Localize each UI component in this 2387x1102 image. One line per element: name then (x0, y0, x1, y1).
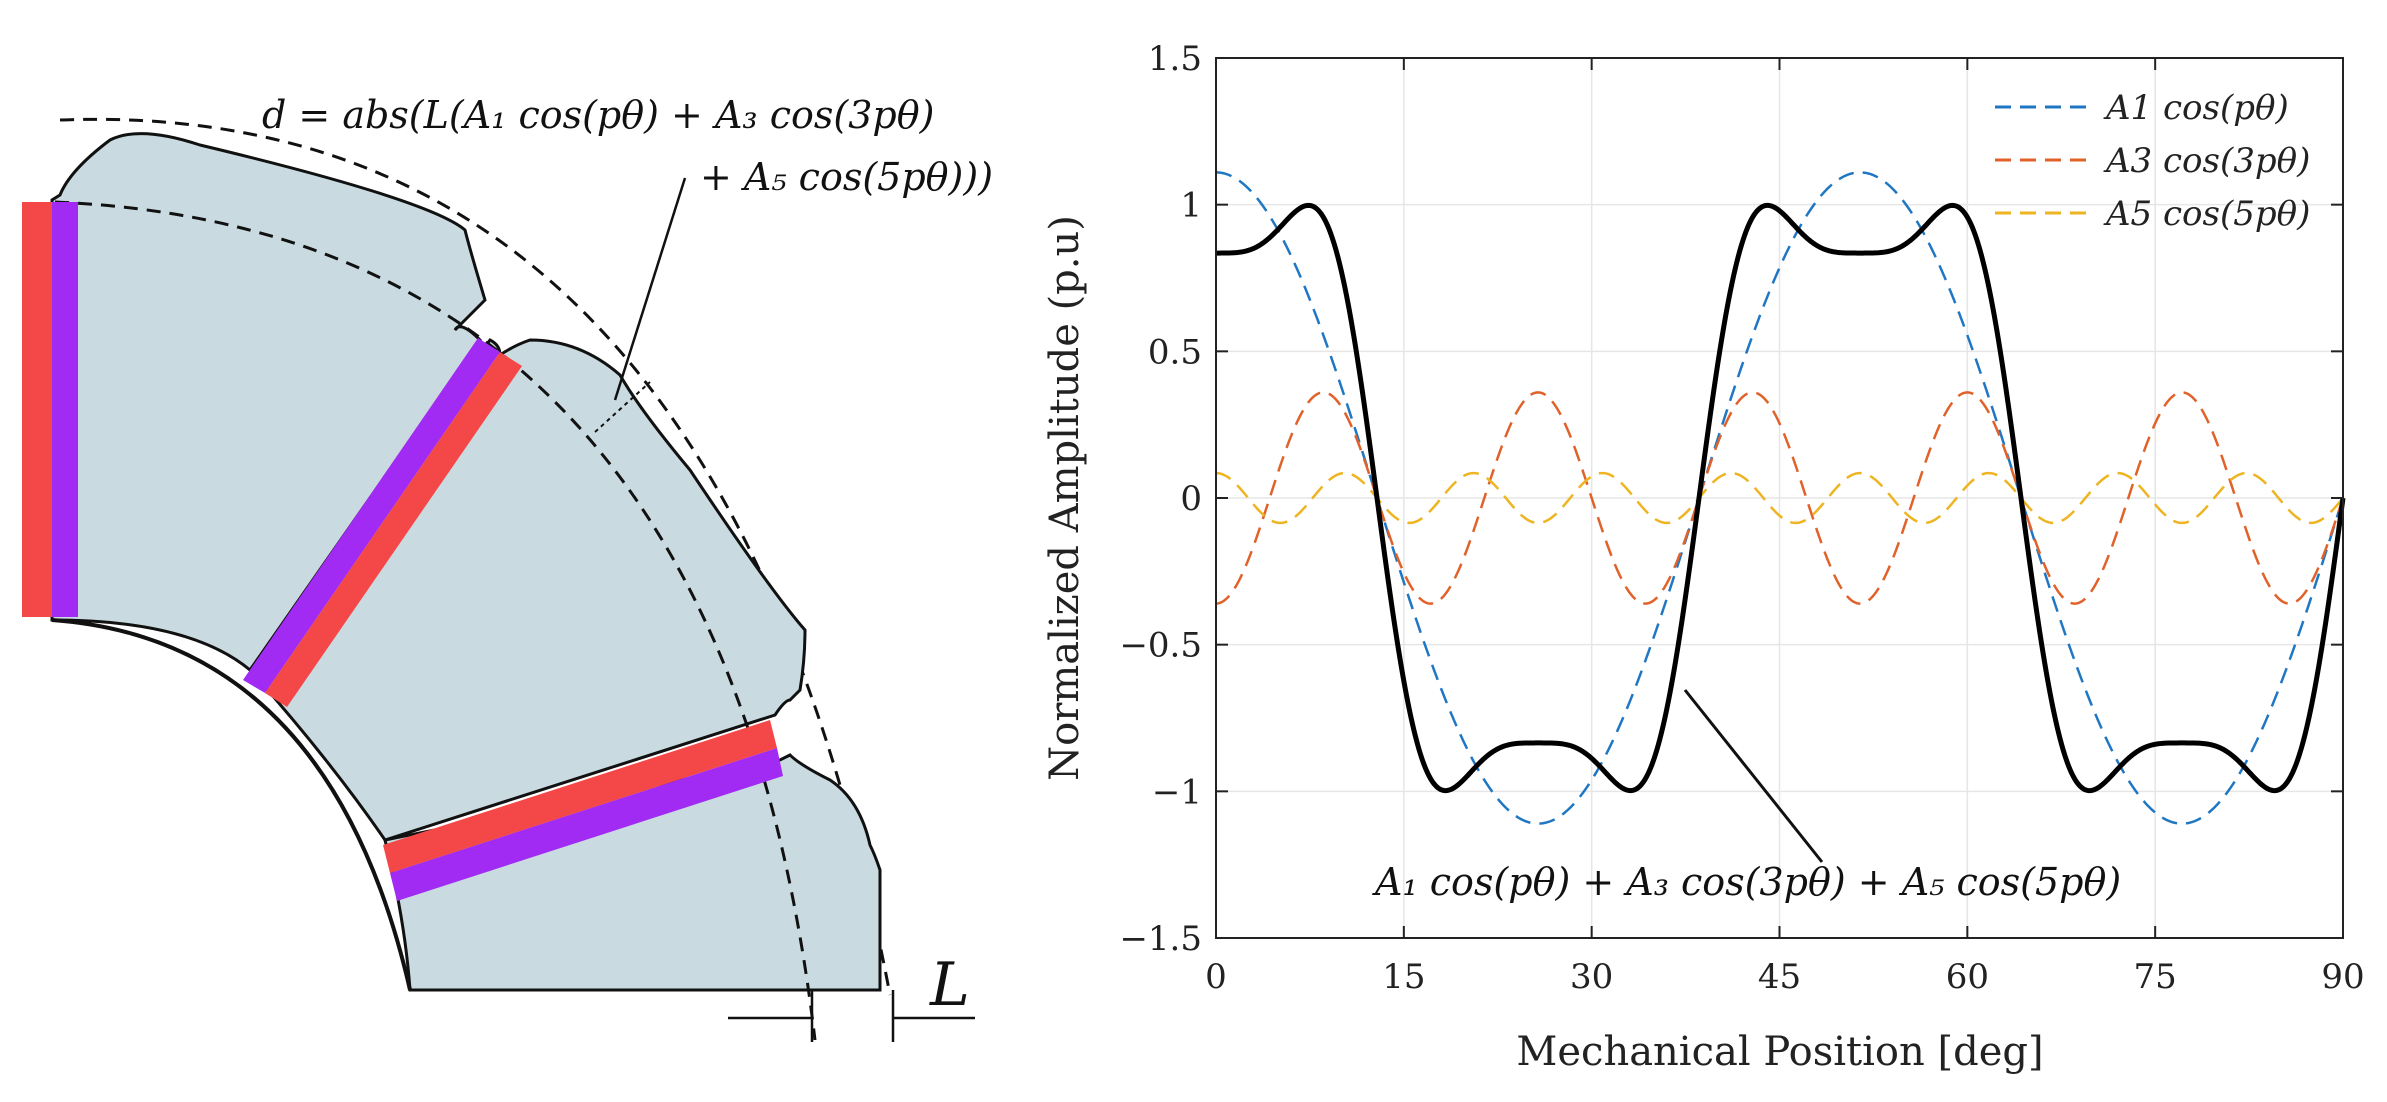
magnet-mid-red (265, 352, 522, 707)
x-tick-label: 60 (1946, 957, 1989, 997)
harmonic-chart: 0 15 30 45 60 75 90 1.5 1 0.5 0 −0.5 −1 −1.5 Mechanic… (1042, 39, 2365, 1075)
x-axis-label: Mechanical Position [deg] (1516, 1029, 2043, 1075)
axis-ticks: 0 15 30 45 60 75 90 1.5 1 0.5 0 −0.5 −1 −1.5 (1119, 39, 2364, 997)
y-tick-label: 1.5 (1148, 39, 1202, 79)
legend-text-a3: A3 cos(3pθ) (2103, 141, 2310, 181)
y-tick-label: −0.5 (1119, 626, 1202, 666)
magnet-low-purple (390, 748, 783, 901)
x-tick-label: 30 (1570, 957, 1613, 997)
annotation-leader (1683, 689, 1824, 863)
series-layer (1215, 171, 2346, 825)
y-tick-label: 0 (1180, 479, 1202, 519)
legend: A1 cos(pθ) A3 cos(3pθ) A5 cos(5pθ) (1995, 88, 2310, 234)
magnet-left-red (22, 202, 52, 617)
legend-text-a1: A1 cos(pθ) (2103, 88, 2289, 128)
x-tick-label: 45 (1758, 957, 1801, 997)
magnet-low-red (383, 720, 777, 873)
inner-bore-arc (51, 618, 412, 991)
pole-bottom (383, 753, 882, 992)
legend-text-a5: A5 cos(5pθ) (2103, 194, 2310, 234)
x-tick-label: 75 (2134, 957, 2177, 997)
dimension-label: L (929, 950, 970, 1020)
pole-middle (248, 338, 807, 842)
x-tick-label: 15 (1382, 957, 1425, 997)
magnet-mid-purple (243, 338, 500, 693)
series-line-a1 (1215, 171, 2345, 825)
formula-line-1: d = abs(L(A₁ cos(pθ) + A₃ cos(3pθ) (262, 93, 934, 137)
formula-leader-line (613, 177, 687, 401)
x-tick-label: 90 (2321, 957, 2364, 997)
y-tick-label: −1.5 (1119, 919, 1202, 959)
inner-dashed-arc (54, 200, 817, 1041)
pole-top (50, 132, 487, 673)
series-line-a3 (1215, 391, 2345, 605)
outer-dashed-arc (59, 117, 892, 996)
y-tick-label: 0.5 (1148, 332, 1202, 372)
annotation-text: A₁ cos(pθ) + A₃ cos(3pθ) + A₅ cos(5pθ) (1372, 860, 2121, 904)
formula-line-2: + A₅ cos(5pθ))) (700, 155, 993, 199)
magnet-left-purple (52, 202, 78, 617)
x-tick-label: 0 (1205, 957, 1227, 997)
series-line-sum (1216, 202, 2346, 794)
y-axis-label: Normalized Amplitude (p.u) (1042, 215, 1088, 781)
y-tick-label: −1 (1152, 772, 1202, 812)
motor-diagram: L d = abs(L(A₁ cos(pθ) + A₃ cos(3pθ) + A… (22, 93, 993, 1042)
series-line-a5 (1215, 471, 2344, 525)
y-tick-label: 1 (1180, 186, 1202, 226)
